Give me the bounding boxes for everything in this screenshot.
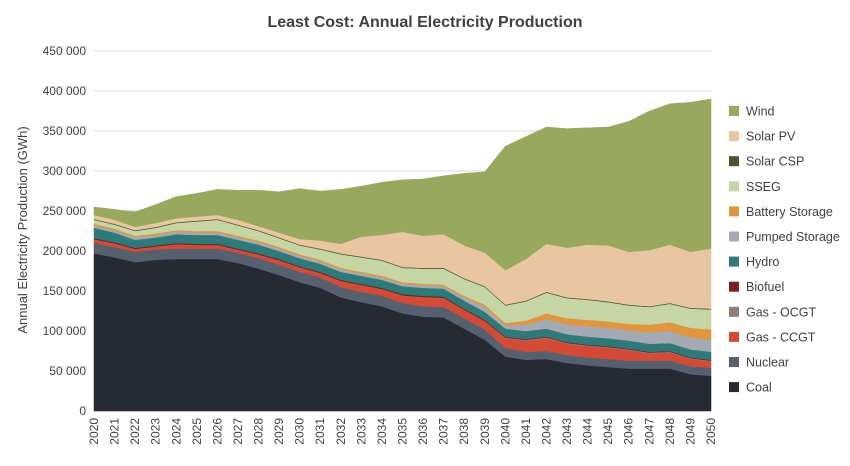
area-wind [93, 98, 712, 271]
legend-swatch-wind [729, 106, 739, 116]
y-axis-label: Annual Electricity Production (GWh) [15, 126, 30, 333]
y-tick-label: 400 000 [43, 84, 87, 98]
legend-label-battery-storage: Battery Storage [746, 205, 833, 219]
y-tick-label: 250 000 [43, 204, 87, 218]
y-tick-label: 350 000 [43, 124, 87, 138]
x-tick-label: 2042 [539, 418, 553, 445]
x-tick-label: 2039 [478, 418, 492, 445]
legend-label-coal: Coal [746, 381, 772, 395]
legend-swatch-battery-storage [729, 206, 739, 217]
y-tick-label: 50 000 [49, 364, 86, 378]
legend-label-solar-pv: Solar PV [746, 130, 796, 144]
x-tick-label: 2025 [190, 418, 204, 445]
legend-swatch-hydro [729, 256, 739, 267]
x-tick-label: 2024 [169, 418, 183, 445]
x-tick-label: 2023 [149, 418, 163, 445]
x-tick-label: 2045 [601, 418, 615, 445]
legend-label-biofuel: Biofuel [746, 280, 784, 294]
x-tick-label: 2029 [272, 418, 286, 445]
x-tick-label: 2046 [622, 418, 636, 445]
y-tick-label: 300 000 [43, 164, 87, 178]
y-tick-label: 450 000 [43, 44, 87, 58]
legend-label-hydro: Hydro [746, 255, 779, 269]
y-axis-ticks: 0 50 000 100 000 150 000 200 000 250 000 300 0… [43, 44, 87, 418]
legend-label-nuclear: Nuclear [746, 356, 789, 370]
x-tick-label: 2047 [642, 418, 656, 445]
x-axis-ticks: 2020 2021 2022 2023 2024 2025 2026 2027 2028 2029… [87, 418, 718, 445]
y-tick-label: 0 [79, 404, 86, 418]
x-tick-label: 2044 [581, 418, 595, 445]
legend-swatch-solar-csp [729, 156, 739, 167]
y-tick-label: 100 000 [43, 324, 87, 338]
stacked-areas [93, 98, 712, 412]
legend-swatch-sseg [729, 181, 739, 192]
y-tick-label: 150 000 [43, 284, 87, 298]
legend-swatch-nuclear [729, 357, 739, 367]
chart-title: Least Cost: Annual Electricity Productio… [267, 14, 582, 31]
x-tick-label: 2022 [128, 418, 142, 445]
x-tick-label: 2043 [560, 418, 574, 445]
x-tick-label: 2020 [87, 418, 101, 445]
x-tick-label: 2041 [519, 418, 533, 445]
legend-label-solar-csp: Solar CSP [746, 155, 804, 169]
x-tick-label: 2034 [375, 418, 389, 445]
legend-swatch-pumped-storage [729, 231, 739, 242]
x-tick-label: 2040 [498, 418, 512, 445]
x-tick-label: 2049 [683, 418, 697, 445]
legend-swatch-gas-ccgt [729, 331, 739, 342]
legend-label-gas-ccgt: Gas - CCGT [746, 330, 816, 344]
legend-label-pumped-storage: Pumped Storage [746, 230, 840, 244]
x-tick-label: 2021 [108, 418, 122, 445]
x-tick-label: 2048 [663, 418, 677, 445]
x-tick-label: 2035 [396, 418, 410, 445]
legend-label-sseg: SSEG [746, 180, 781, 194]
legend-label-gas-ocgt: Gas - OCGT [746, 305, 817, 319]
legend-swatch-coal [729, 382, 739, 393]
legend-swatch-gas-ocgt [729, 306, 739, 317]
x-tick-label: 2031 [313, 418, 327, 445]
x-tick-label: 2036 [416, 418, 430, 445]
x-tick-label: 2050 [704, 418, 718, 445]
legend-swatch-biofuel [729, 281, 739, 292]
x-tick-label: 2030 [293, 418, 307, 445]
x-tick-label: 2026 [210, 418, 224, 445]
legend-swatch-solar-pv [729, 131, 739, 142]
x-tick-label: 2033 [354, 418, 368, 445]
x-tick-label: 2032 [334, 418, 348, 445]
y-tick-label: 200 000 [43, 244, 87, 258]
x-tick-label: 2027 [231, 418, 245, 445]
legend-label-wind: Wind [746, 105, 775, 119]
x-tick-label: 2037 [437, 418, 451, 445]
legend: Wind Solar PV Solar CSP SSEG Battery Storage… [729, 105, 840, 395]
x-tick-label: 2038 [457, 418, 471, 445]
x-tick-label: 2028 [252, 418, 266, 445]
